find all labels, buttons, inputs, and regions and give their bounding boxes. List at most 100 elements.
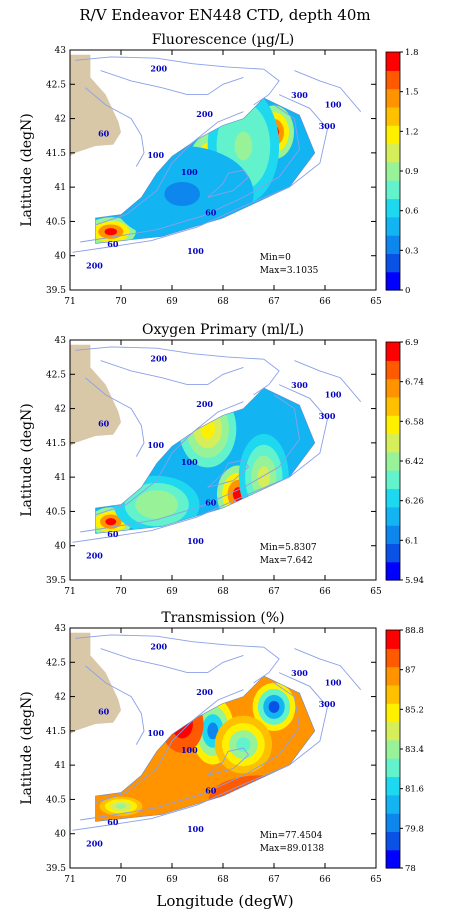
isobath-label: 60 (107, 529, 119, 539)
y-tick-label: 43 (55, 46, 67, 56)
isobath-label: 100 (187, 536, 204, 546)
field-blob (221, 781, 297, 818)
stat-label: Max=89.0138 (260, 844, 325, 854)
figure-title: R/V Endeavor EN448 CTD, depth 40m (79, 6, 371, 24)
isobath-label: 100 (147, 728, 164, 738)
isobath-label: 60 (107, 239, 119, 249)
survey-outline (95, 97, 316, 244)
x-tick-label: 70 (115, 875, 127, 885)
land-mass (70, 344, 121, 447)
isobath-line (72, 94, 328, 253)
field-blob (166, 702, 199, 746)
field-blob (257, 466, 270, 488)
isobath-label: 100 (147, 440, 164, 450)
x-tick-label: 70 (115, 297, 127, 307)
field-blob (233, 787, 284, 812)
colorbar-segment (386, 433, 400, 453)
isobath-label: 300 (291, 380, 308, 390)
colorbar-segment (386, 360, 400, 380)
transmission-panel: Transmission (%) 200 300 100 200 100 300 60 100 6… (19, 610, 424, 885)
panel-title: Fluorescence (µg/L) (152, 32, 295, 48)
isobath-label: 60 (98, 128, 110, 138)
isobath-label: 100 (325, 390, 342, 400)
isobath-line (80, 682, 300, 821)
colorbar-tick-label: 83.4 (405, 745, 424, 755)
y-tick-label: 41 (55, 183, 66, 193)
x-tick-label: 66 (319, 587, 331, 597)
colorbar-segment (386, 684, 400, 704)
isobath-line (75, 634, 280, 684)
y-tick-label: 42 (55, 405, 66, 415)
stat-label: Min=5.8307 (260, 543, 317, 553)
panel-title: Transmission (%) (161, 610, 284, 626)
colorbar-segment (386, 721, 400, 741)
colorbar-segment (386, 666, 400, 686)
colorbar-segment (386, 451, 400, 471)
isobath-label: 300 (319, 121, 336, 131)
colorbar-segment (386, 378, 400, 398)
x-tick-label: 69 (166, 297, 178, 307)
x-axis-label: Longitude (degW) (156, 892, 294, 910)
colorbar-tick-label: 0.9 (405, 167, 419, 177)
isobath-line (72, 672, 328, 831)
x-tick-label: 68 (217, 875, 229, 885)
isobath-label: 200 (150, 354, 167, 364)
x-tick-label: 71 (64, 875, 75, 885)
isobath-label: 60 (205, 786, 217, 796)
stat-label: Max=7.642 (260, 556, 313, 566)
colorbar-tick-label: 79.8 (405, 824, 424, 834)
isobath-line (95, 111, 244, 226)
data-field (95, 98, 315, 244)
colorbar-segment (386, 776, 400, 796)
isobath-line (95, 401, 244, 516)
isobath-label: 100 (325, 678, 342, 688)
colorbar-segment (386, 342, 400, 361)
colorbar-segment (386, 813, 400, 832)
isobath-label: 100 (181, 745, 198, 755)
stat-label: Min=77.4504 (260, 831, 323, 841)
y-axis-label: Latitude (degN) (19, 403, 35, 516)
field-blob (146, 497, 168, 512)
isobath-label: 60 (205, 498, 217, 508)
stat-label: Min=0 (260, 253, 291, 263)
y-tick-label: 41.5 (46, 727, 66, 737)
x-tick-label: 67 (268, 587, 280, 597)
colorbar-tick-label: 0.6 (405, 207, 419, 217)
isobath-label: 200 (150, 64, 167, 74)
y-tick-label: 40 (55, 252, 67, 262)
isobath-line (95, 689, 244, 804)
x-tick-label: 65 (370, 297, 382, 307)
y-tick-label: 42.5 (46, 658, 66, 668)
isobath-label: 60 (98, 706, 110, 716)
y-tick-label: 43 (55, 624, 67, 634)
colorbar-segment (386, 180, 400, 200)
isobath-line (75, 56, 280, 106)
colorbar-segment (386, 794, 400, 814)
isobath-label: 200 (86, 838, 103, 848)
isobath-label: 200 (86, 550, 103, 560)
oxygen-panel: Oxygen Primary (ml/L) 200 300 100 200 100 300 6… (19, 322, 424, 597)
isobath-label: 100 (187, 824, 204, 834)
data-field (95, 388, 315, 534)
survey-outline (95, 675, 316, 822)
y-tick-label: 40.5 (46, 507, 66, 517)
colorbar-segment (386, 143, 400, 163)
stat-label: Max=3.1035 (260, 266, 319, 276)
field-blob (164, 182, 200, 206)
isobath-label: 200 (150, 642, 167, 652)
field-blob (268, 700, 280, 713)
isobath-label: 300 (319, 699, 336, 709)
colorbar-segment (386, 630, 400, 649)
colorbar-tick-label: 81.6 (405, 785, 424, 795)
isobath-line (75, 346, 280, 396)
isobath-label: 60 (107, 817, 119, 827)
panel-title: Oxygen Primary (ml/L) (142, 322, 304, 338)
y-tick-label: 40 (55, 830, 67, 840)
colorbar-tick-label: 1.8 (405, 48, 419, 58)
isobath-line (85, 377, 145, 457)
y-tick-label: 42.5 (46, 370, 66, 380)
y-tick-label: 41.5 (46, 149, 66, 159)
isobath-label: 200 (196, 109, 213, 119)
field-blob (234, 131, 253, 161)
colorbar-segment (386, 488, 400, 508)
